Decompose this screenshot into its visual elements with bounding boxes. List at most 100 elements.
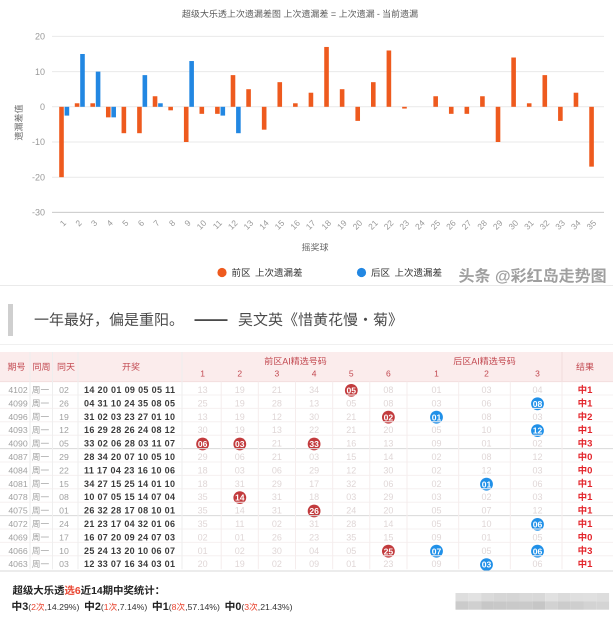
svg-text:07: 07 [432,546,442,556]
svg-text:4093: 4093 [8,425,27,435]
svg-text:0: 0 [587,452,592,463]
svg-text:5: 5 [349,369,354,379]
svg-text:8: 8 [167,218,178,229]
svg-text:2: 2 [587,412,592,423]
svg-text:03: 03 [532,465,542,475]
svg-text:0: 0 [235,601,241,613]
svg-text:05: 05 [347,386,357,396]
svg-text:01: 01 [346,559,356,569]
svg-text:19: 19 [235,385,245,395]
svg-text:01: 01 [481,439,491,449]
svg-text:02: 02 [532,439,542,449]
svg-text:1: 1 [200,369,205,379]
svg-text:4: 4 [104,218,115,229]
svg-text:03: 03 [235,465,245,475]
svg-text:30: 30 [198,425,208,435]
svg-text:02: 02 [59,385,69,395]
svg-text:20: 20 [198,559,208,569]
svg-text:15: 15 [346,452,356,462]
svg-text:AI: AI [471,356,480,366]
svg-text:(: ( [101,602,104,612]
svg-text:(: ( [241,602,244,612]
svg-text:@: @ [495,269,511,286]
svg-text:1: 1 [587,479,593,490]
svg-text:21: 21 [272,385,282,395]
svg-text:2: 2 [73,218,84,229]
svg-text:19: 19 [59,412,69,422]
svg-text:06: 06 [383,479,393,489]
svg-text:02: 02 [272,559,282,569]
svg-text:10: 10 [481,519,491,529]
svg-text:05: 05 [532,532,542,542]
svg-text:17: 17 [59,532,69,542]
svg-text:4096: 4096 [8,412,27,422]
svg-text:30: 30 [309,412,319,422]
svg-text:3: 3 [535,369,540,379]
svg-text:6: 6 [386,369,391,379]
svg-text:01: 01 [481,532,491,542]
svg-text:2: 2 [95,601,101,613]
svg-text:06: 06 [533,520,543,530]
svg-text:3: 3 [89,218,100,229]
svg-text:21: 21 [346,425,356,435]
svg-text:-: - [377,9,380,19]
svg-text:14: 14 [235,506,245,516]
svg-text:02: 02 [235,546,245,556]
svg-text:15: 15 [59,479,69,489]
svg-text:=: = [331,9,336,19]
svg-text:7: 7 [151,218,162,229]
svg-text:,21.43%): ,21.43%) [258,602,293,612]
svg-text:2: 2 [237,369,242,379]
svg-text:15: 15 [383,532,393,542]
svg-text:03: 03 [481,385,491,395]
svg-text:05: 05 [481,546,491,556]
svg-text:01: 01 [198,546,208,556]
svg-text:08: 08 [383,385,393,395]
svg-text:14: 14 [383,452,393,462]
svg-text:16 07 20 09 24 07 03: 16 07 20 09 24 07 03 [84,532,175,542]
svg-text:02: 02 [431,465,441,475]
svg-text:21: 21 [272,439,282,449]
svg-text:03: 03 [235,439,245,449]
svg-text:05: 05 [59,439,69,449]
svg-text:01: 01 [235,532,245,542]
svg-text:4069: 4069 [8,532,27,542]
svg-text:02: 02 [198,532,208,542]
svg-text:29: 29 [272,479,282,489]
svg-text:06: 06 [533,546,543,556]
svg-text:03: 03 [309,452,319,462]
svg-text:01: 01 [59,506,69,516]
svg-text:@: @ [496,270,512,287]
svg-text:4063: 4063 [8,559,27,569]
svg-text:29: 29 [59,452,69,462]
svg-text:10: 10 [59,546,69,556]
svg-text:,14.29%): ,14.29%) [45,602,80,612]
svg-text:03: 03 [59,559,69,569]
svg-text:09: 09 [309,559,319,569]
svg-text:02: 02 [431,452,441,462]
svg-text:08: 08 [59,492,69,502]
svg-text:1: 1 [587,492,593,503]
svg-text:3: 3 [587,439,592,450]
svg-text:31: 31 [272,492,282,502]
svg-text:33: 33 [309,439,319,449]
svg-text:22: 22 [309,425,319,435]
svg-text:4087: 4087 [8,452,27,462]
svg-text:3: 3 [22,601,28,613]
svg-text:16 29 28 26 24 08 12: 16 29 28 26 24 08 12 [84,425,175,435]
svg-text:2: 2 [484,369,489,379]
svg-text:1: 1 [587,425,593,436]
svg-text:05: 05 [346,546,356,556]
svg-text:14 20 01 09 05 05 11: 14 20 01 09 05 05 11 [84,385,175,395]
svg-text:03: 03 [532,412,542,422]
svg-text:4072: 4072 [8,519,27,529]
svg-text:3: 3 [275,369,280,379]
svg-text:28: 28 [272,398,282,408]
svg-text:6: 6 [136,218,147,229]
svg-text:10: 10 [481,425,491,435]
svg-text:19: 19 [235,559,245,569]
svg-text:4084: 4084 [8,465,27,475]
svg-text:4078: 4078 [8,492,27,502]
svg-text:12: 12 [533,426,543,436]
svg-text:30: 30 [383,465,393,475]
